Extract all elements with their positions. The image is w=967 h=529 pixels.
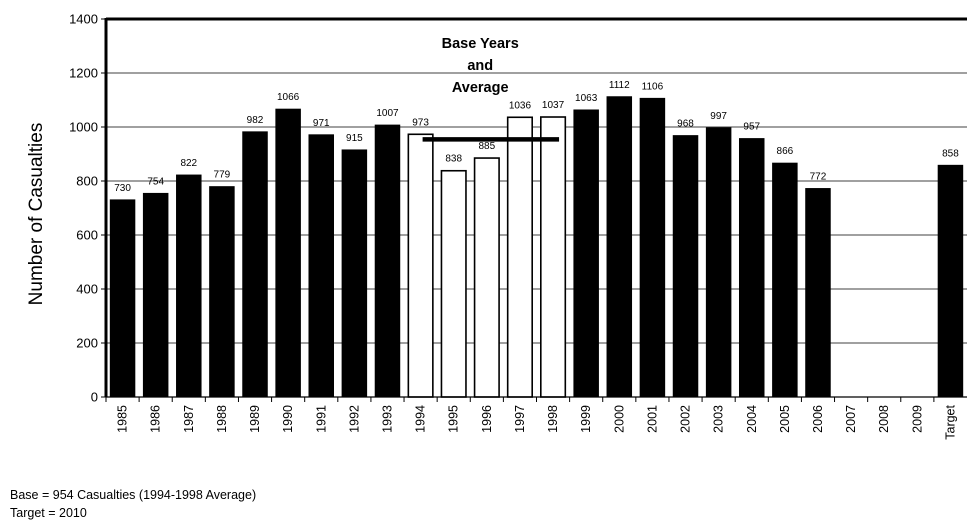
x-tick-label: 1997 — [513, 405, 527, 433]
bar — [109, 199, 136, 398]
x-tick-label: 1991 — [314, 405, 328, 433]
bar — [639, 97, 666, 398]
data-label: 1066 — [277, 92, 300, 103]
x-tick-label: 2009 — [910, 405, 924, 433]
data-label: 1036 — [509, 100, 532, 111]
bar — [672, 135, 699, 398]
base-year-bar — [473, 157, 500, 398]
axes — [101, 17, 967, 402]
data-label: 1063 — [575, 93, 598, 104]
data-label: 866 — [777, 146, 794, 157]
data-label: 1037 — [542, 100, 565, 111]
bar — [374, 124, 401, 398]
bar — [142, 192, 169, 398]
y-tick-label: 400 — [76, 282, 98, 297]
x-tick-label: 1989 — [248, 405, 262, 433]
data-label: 858 — [942, 148, 959, 159]
y-tick-label: 1000 — [69, 120, 98, 135]
x-tick-label: 2000 — [612, 405, 626, 433]
data-label: 838 — [445, 154, 462, 165]
grid-lines — [106, 72, 967, 344]
base-year-bar — [440, 169, 467, 398]
data-label: 730 — [114, 183, 131, 194]
bar — [275, 108, 301, 398]
x-tick-label: 2005 — [778, 405, 792, 433]
bar — [176, 174, 202, 398]
footnote-base: Base = 954 Casualties (1994-1998 Average… — [10, 488, 257, 502]
bar — [308, 134, 335, 398]
bars — [109, 96, 964, 398]
bar — [738, 138, 765, 398]
x-tick-label: 1990 — [281, 405, 295, 433]
x-tick-label: 1994 — [414, 405, 428, 433]
y-tick-label: 1400 — [69, 12, 98, 27]
x-tick-label: 2007 — [844, 405, 858, 433]
footnote-target: Target = 2010 — [10, 506, 87, 520]
bar — [705, 127, 732, 398]
base-year-bar — [540, 116, 567, 398]
y-tick-label: 600 — [76, 228, 98, 243]
labels: 0 200 400 600 800 1000 1200 1400 730 754 822 779 982… — [69, 12, 959, 440]
data-label: 822 — [180, 158, 197, 169]
y-tick-label: 800 — [76, 174, 98, 189]
y-axis-label: Number of Casualties — [26, 123, 47, 306]
data-label: 973 — [412, 117, 429, 128]
x-tick-label: 2006 — [811, 405, 825, 433]
data-label: 779 — [214, 170, 231, 181]
y-tick-label: 0 — [91, 390, 98, 405]
bar — [341, 149, 368, 398]
data-label: 968 — [677, 119, 694, 130]
bar — [242, 131, 268, 398]
y-tick-label: 200 — [76, 336, 98, 351]
base-years-annotation: Base Years and Average — [442, 36, 519, 96]
casualties-bar-chart: 0 200 400 600 800 1000 1200 1400 730 754 822 779 982… — [26, 12, 967, 440]
annotation-line: Base Years — [442, 36, 519, 52]
x-tick-label: 1987 — [182, 405, 196, 433]
x-tick-label: 1985 — [116, 405, 130, 433]
x-tick-label: 1998 — [546, 405, 560, 433]
x-tick-label: 2001 — [645, 405, 659, 433]
x-tick-label: Target — [943, 404, 957, 439]
data-label: 772 — [810, 172, 827, 183]
y-tick-label: 1200 — [69, 66, 98, 81]
x-tick-label: 1999 — [579, 405, 593, 433]
x-tick-label: 1993 — [380, 405, 394, 433]
bar — [772, 162, 798, 398]
data-label: 1112 — [609, 80, 630, 91]
x-tick-label: 2008 — [877, 405, 891, 433]
bar — [209, 186, 235, 398]
x-tick-label: 1995 — [447, 405, 461, 433]
base-year-bar — [506, 116, 533, 398]
base-year-bar — [407, 133, 434, 398]
data-label: 1007 — [376, 108, 399, 119]
data-label: 971 — [313, 118, 330, 129]
annotation-line: Average — [452, 80, 509, 96]
x-tick-label: 1996 — [480, 405, 494, 433]
x-tick-label: 1992 — [347, 405, 361, 433]
data-label: 885 — [478, 141, 495, 152]
x-tick-label: 2002 — [679, 405, 693, 433]
data-label: 754 — [147, 176, 164, 187]
data-label: 1106 — [642, 81, 664, 92]
bar — [606, 96, 633, 398]
x-tick-label: 1986 — [149, 405, 163, 433]
data-label: 915 — [346, 133, 363, 144]
x-tick-label: 2003 — [712, 405, 726, 433]
x-tick-label: 1988 — [215, 405, 229, 433]
bar — [937, 164, 964, 398]
annotation-line: and — [467, 58, 493, 74]
bar — [805, 188, 831, 398]
data-label: 997 — [710, 111, 727, 122]
data-label: 957 — [743, 122, 760, 133]
bar — [573, 109, 599, 398]
x-tick-label: 2004 — [745, 405, 759, 433]
data-label: 982 — [247, 115, 264, 126]
